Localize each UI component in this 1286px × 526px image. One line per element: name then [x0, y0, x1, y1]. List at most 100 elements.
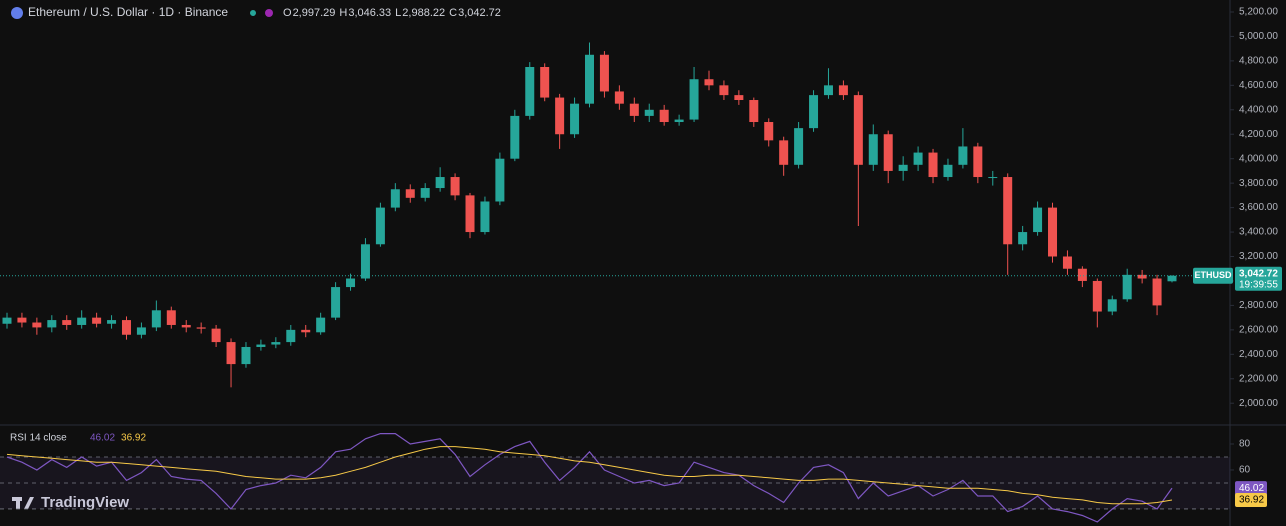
- ohlc-value: 2,997.29: [293, 7, 336, 19]
- candle-body: [32, 322, 42, 328]
- candle-body: [540, 66, 550, 98]
- candle-body: [1033, 207, 1043, 233]
- candle-body: [92, 317, 102, 324]
- candle-body: [1077, 268, 1087, 281]
- candle-body: [629, 103, 639, 116]
- candle-body: [779, 140, 789, 165]
- candle-body: [838, 85, 848, 96]
- candle-body: [107, 320, 117, 324]
- candle-body: [420, 188, 430, 198]
- candle-body: [301, 329, 311, 333]
- candle-body: [166, 310, 176, 325]
- y-tick-label: 2,200.00: [1239, 373, 1278, 384]
- candle-body: [390, 189, 400, 208]
- tv-logo: [12, 497, 34, 509]
- countdown-text: 19:39:55: [1239, 279, 1278, 290]
- y-tick-label: 4,200.00: [1239, 129, 1278, 140]
- share-icon: [265, 9, 273, 17]
- candle-body: [764, 122, 774, 141]
- candle-body: [958, 146, 968, 165]
- candle-body: [1092, 280, 1102, 312]
- candle-body: [1167, 275, 1177, 282]
- y-tick-label: 3,400.00: [1239, 227, 1278, 238]
- candle-body: [196, 327, 206, 329]
- candle-body: [181, 324, 191, 328]
- y-tick-label: 80: [1239, 439, 1251, 450]
- value-tag: [1235, 492, 1267, 507]
- candle-body: [614, 91, 624, 104]
- price-tag-text: 3,042.72: [1239, 268, 1278, 279]
- indicator-title: RSI 14 close: [10, 433, 67, 444]
- candle-body: [450, 177, 460, 196]
- ohlc-value: 2,988.22: [402, 7, 445, 19]
- candle-body: [659, 109, 669, 123]
- candle-body: [823, 85, 833, 96]
- candle-body: [1122, 274, 1132, 300]
- candle-body: [1003, 177, 1013, 245]
- legend-value: 36.92: [121, 433, 146, 444]
- value-tag-text: 36.92: [1239, 495, 1264, 506]
- candle-body: [704, 79, 714, 86]
- price-tag: [1235, 266, 1282, 291]
- candle-body: [1062, 256, 1072, 269]
- symbol-title: Ethereum / U.S. Dollar · 1D · Binance: [28, 5, 228, 19]
- candle-body: [928, 152, 938, 178]
- candle-body: [913, 152, 923, 165]
- candle-body: [943, 164, 953, 178]
- candle-body: [226, 342, 236, 365]
- candle-body: [435, 177, 445, 189]
- candle-body: [1152, 278, 1162, 306]
- ohlc-key: C: [449, 7, 457, 19]
- candle-body: [211, 328, 221, 343]
- candle-body: [853, 95, 863, 165]
- candle-body: [62, 320, 72, 325]
- candle-body: [346, 278, 356, 288]
- candle-body: [525, 66, 535, 116]
- candle-body: [375, 207, 385, 245]
- candle-body: [495, 158, 505, 202]
- candle-body: [570, 103, 580, 135]
- candle-body: [136, 327, 146, 335]
- candle-body: [555, 97, 565, 135]
- candle-body: [674, 119, 684, 123]
- y-tick-label: 2,000.00: [1239, 398, 1278, 409]
- y-tick-label: 4,600.00: [1239, 80, 1278, 91]
- rsi-line: [6, 433, 1173, 523]
- symbol-icon: [11, 7, 23, 19]
- candle-body: [794, 128, 804, 165]
- candle-body: [1107, 299, 1117, 312]
- candle-body: [585, 54, 594, 104]
- candle-body: [480, 201, 490, 233]
- y-tick-label: 3,200.00: [1239, 251, 1278, 262]
- ohlc-key: O: [283, 7, 292, 19]
- y-tick-label: 2,800.00: [1239, 300, 1278, 311]
- candle-body: [47, 320, 57, 328]
- candle-body: [465, 195, 475, 233]
- candle-body: [1048, 207, 1058, 257]
- value-tag-text: 46.02: [1239, 483, 1264, 494]
- y-tick-label: 5,000.00: [1239, 31, 1278, 42]
- y-tick-label: 2,400.00: [1239, 349, 1278, 360]
- candle-body: [689, 79, 699, 120]
- candle-body: [151, 310, 161, 328]
- candle-body: [2, 317, 12, 324]
- y-tick-label: 60: [1239, 465, 1251, 476]
- candle-body: [734, 95, 744, 101]
- candle-body: [1018, 232, 1028, 245]
- ohlc-key: H: [339, 7, 347, 19]
- y-tick-label: 3,800.00: [1239, 178, 1278, 189]
- y-tick-label: 2,600.00: [1239, 324, 1278, 335]
- candle-body: [331, 287, 341, 318]
- candle-body: [360, 244, 370, 279]
- candle-body: [599, 54, 609, 92]
- watermark: TradingView: [41, 494, 129, 511]
- candle-body: [286, 329, 296, 343]
- y-tick-label: 4,400.00: [1239, 104, 1278, 115]
- legend-value: 46.02: [90, 433, 115, 444]
- candle-body: [809, 95, 819, 129]
- candle-body: [1137, 274, 1147, 279]
- candle-body: [17, 317, 27, 323]
- y-tick-label: 4,000.00: [1239, 153, 1278, 164]
- y-tick-label: 4,800.00: [1239, 56, 1278, 67]
